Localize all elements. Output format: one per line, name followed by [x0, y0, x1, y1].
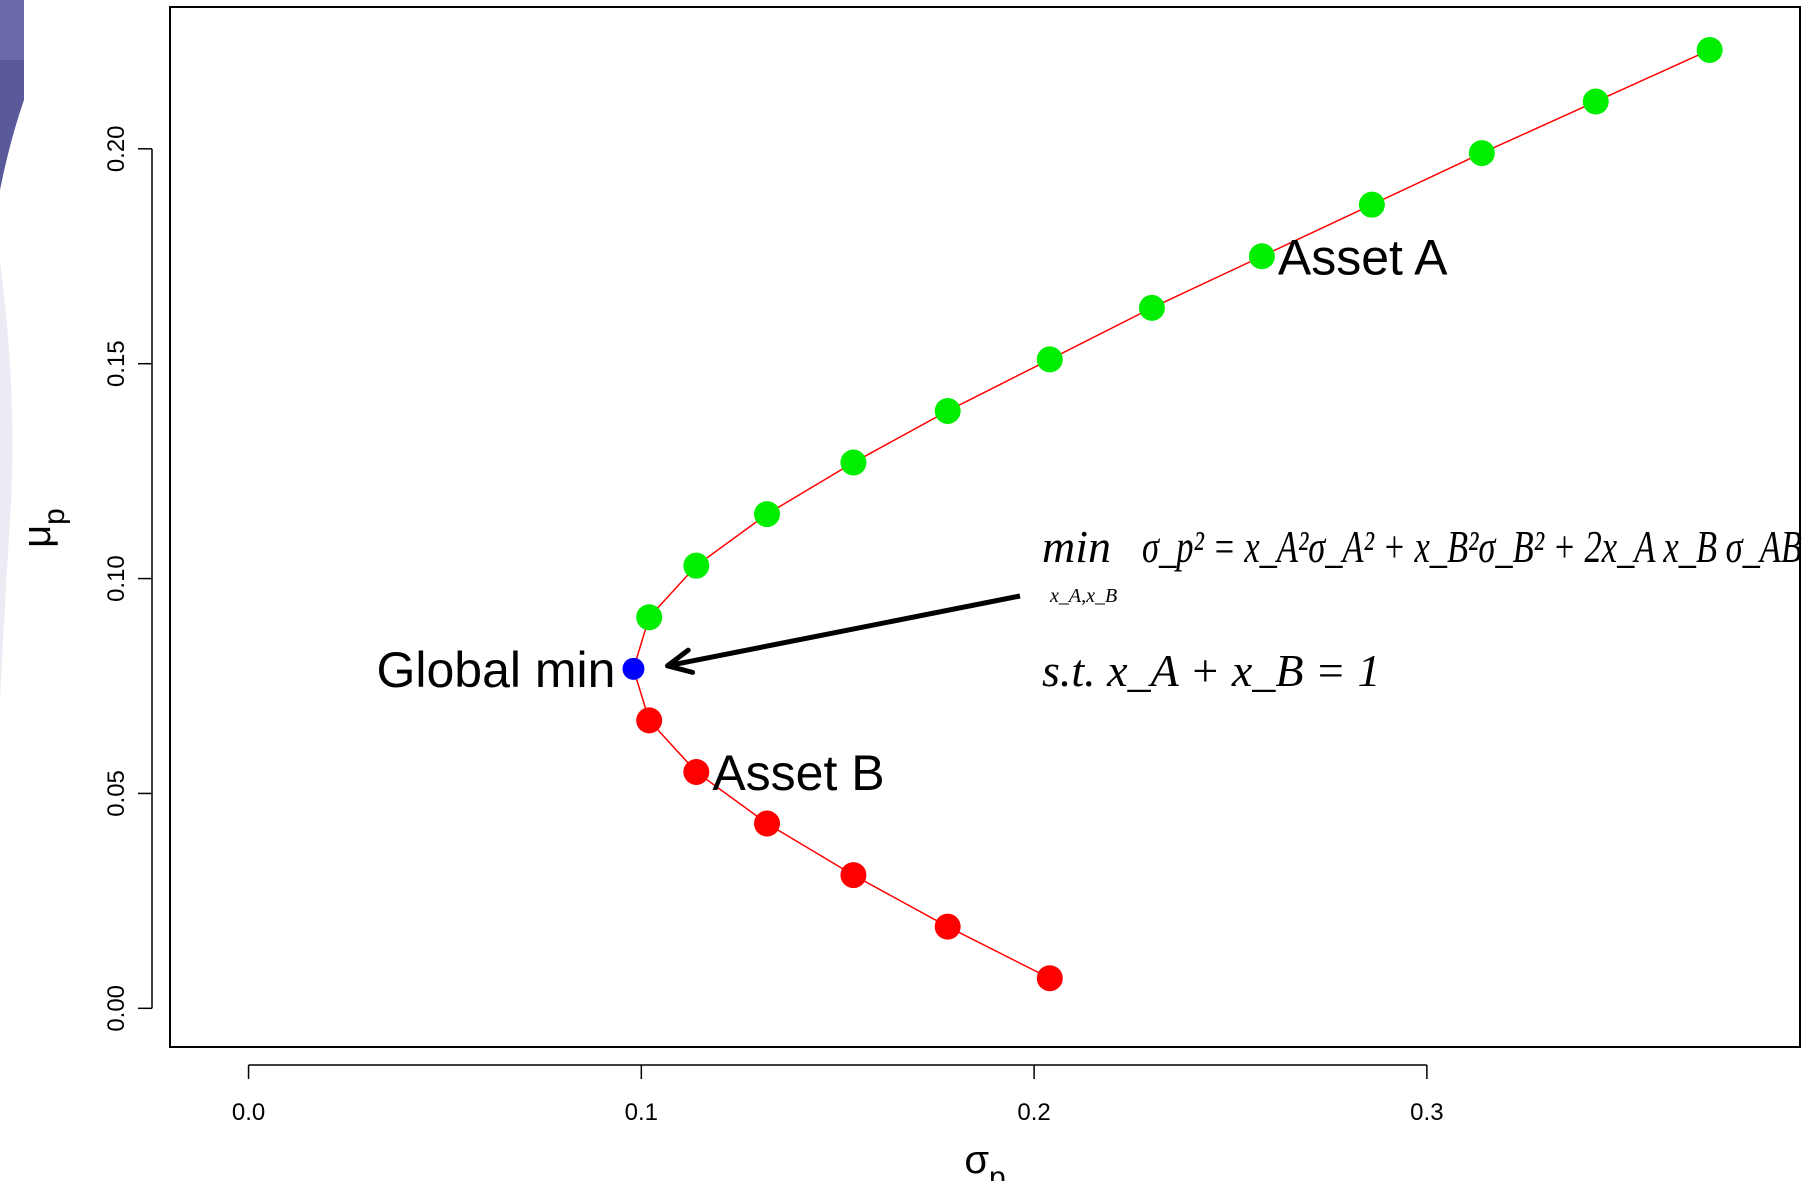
x-axis-title-symbol: σ — [964, 1138, 989, 1181]
y-axis-title-symbol: μ — [15, 525, 59, 548]
x-axis-title: σp — [964, 1138, 1005, 1181]
y-axis-title: μp — [15, 508, 71, 548]
frontier-line — [632, 49, 1710, 979]
global-min-point — [622, 657, 645, 680]
upper-branch-point — [1248, 243, 1275, 270]
formula-constraint: s.t. x_A + x_B = 1 — [1042, 645, 1380, 696]
upper-branch-point — [636, 604, 663, 631]
y-axis-title-subscript: p — [38, 508, 71, 525]
upper-branch-point — [683, 552, 710, 579]
data-points — [622, 36, 1723, 992]
x-tick-label: 0.3 — [1410, 1099, 1443, 1126]
asset-a-label: Asset A — [1278, 229, 1448, 285]
formula-objective: σ_p² = x_A²σ_A² + x_B²σ_B² + 2x_A x_B σ_… — [1142, 521, 1802, 572]
upper-branch-point — [1696, 36, 1723, 63]
upper-branch-point — [754, 501, 781, 528]
x-axis: 0.0 0.1 0.2 0.3 — [232, 1064, 1444, 1126]
formula-min: min — [1042, 521, 1111, 572]
annotations: Asset A Asset B Global min — [376, 229, 1448, 801]
formula-min-subscript: x_A,x_B — [1049, 585, 1117, 607]
y-axis: 0.00 0.05 0.10 0.15 0.20 — [103, 125, 153, 1032]
upper-branch-point — [1582, 88, 1609, 115]
x-axis-title-subscript: p — [989, 1161, 1006, 1181]
x-tick-label: 0.0 — [232, 1099, 265, 1126]
lower-branch-point — [934, 913, 961, 940]
y-tick-label: 0.15 — [103, 340, 130, 387]
y-tick-label: 0.00 — [103, 985, 130, 1032]
asset-b-label: Asset B — [712, 745, 884, 801]
y-tick-label: 0.20 — [103, 125, 130, 172]
plot-frame — [169, 6, 1801, 1048]
x-tick-label: 0.1 — [625, 1099, 658, 1126]
lower-branch-point — [683, 758, 710, 785]
upper-branch-point — [1468, 140, 1495, 167]
lower-branch-point — [636, 707, 663, 734]
lower-branch-point — [1036, 965, 1063, 992]
optimization-formula: min x_A,x_B σ_p² = x_A²σ_A² + x_B²σ_B² +… — [1042, 521, 1802, 696]
lower-branch-point — [754, 810, 781, 837]
y-tick-label: 0.05 — [103, 770, 130, 817]
frontier-lines — [632, 49, 1710, 979]
slide-edge-decoration — [0, 0, 24, 700]
arrow-head — [664, 647, 696, 675]
upper-branch-point — [1138, 294, 1165, 321]
x-tick-label: 0.2 — [1017, 1099, 1050, 1126]
lower-branch-point — [840, 862, 867, 889]
y-tick-label: 0.10 — [103, 555, 130, 602]
upper-branch-point — [840, 449, 867, 476]
upper-branch-point — [1036, 346, 1063, 373]
global-min-label: Global min — [376, 642, 615, 698]
upper-branch-point — [1358, 191, 1385, 218]
arrow-shaft — [666, 593, 1021, 669]
upper-branch-point — [934, 397, 961, 424]
